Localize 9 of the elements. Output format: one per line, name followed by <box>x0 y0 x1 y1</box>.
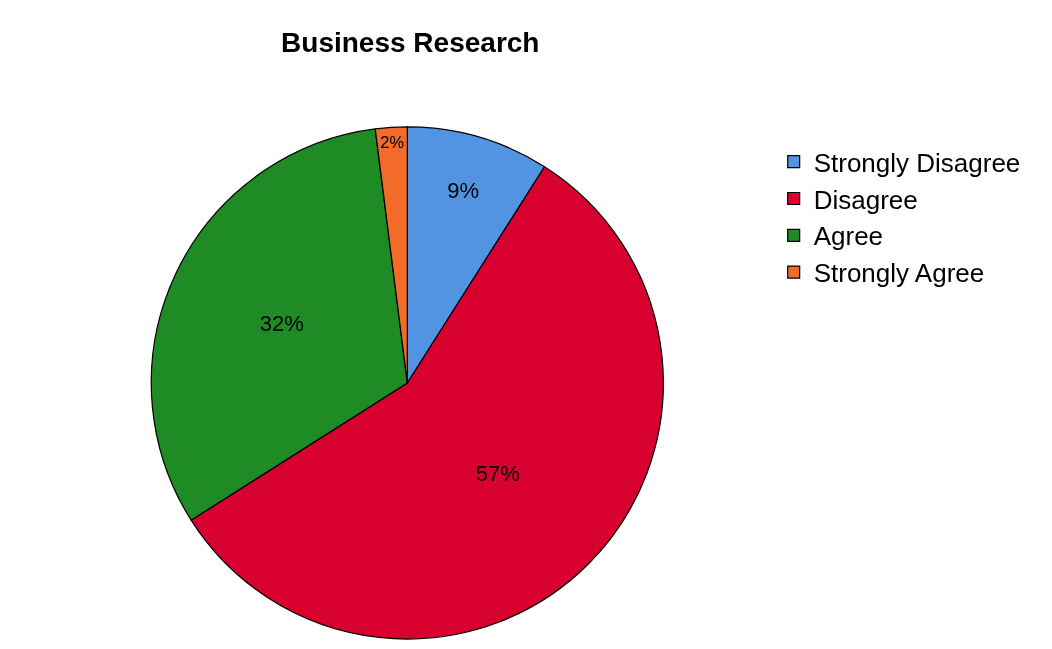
legend-label: Agree <box>813 221 884 252</box>
data-label: 9% <box>447 178 480 204</box>
legend-label: Strongly Agree <box>813 258 985 289</box>
data-label: 57% <box>475 460 520 486</box>
legend-label: Strongly Disagree <box>813 147 1021 178</box>
chart-title: Business Research <box>281 27 540 59</box>
data-label: 32% <box>259 311 304 337</box>
data-label: 2% <box>380 133 405 152</box>
legend-label: Disagree <box>813 184 918 215</box>
